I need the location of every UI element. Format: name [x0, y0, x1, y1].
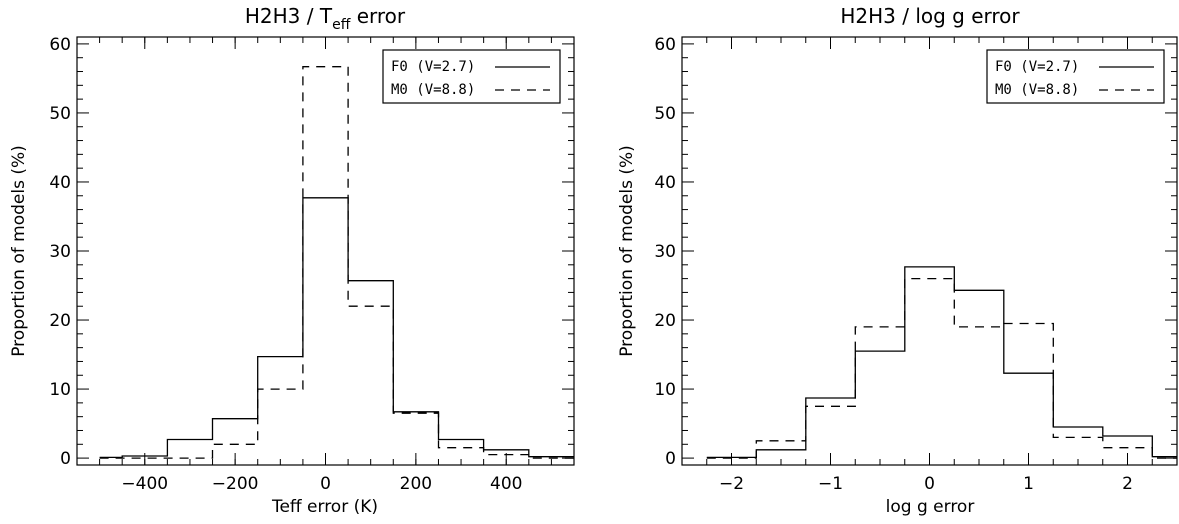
x-tick-label: −1 — [818, 474, 843, 494]
y-axis-label: Proportion of models (%) — [9, 145, 29, 357]
series-f0-histogram — [706, 266, 1177, 459]
x-tick-label: −400 — [121, 474, 168, 494]
x-tick-label: 2 — [1122, 474, 1133, 494]
x-tick-label: 200 — [400, 474, 432, 494]
x-tick-label: −2 — [719, 474, 744, 494]
legend: F0 (V=2.7) M0 (V=8.8) — [382, 49, 561, 104]
x-tick-label: 1 — [1023, 474, 1034, 494]
x-tick-label: 0 — [320, 474, 331, 494]
legend-box — [382, 49, 561, 104]
chart-title: H2H3 / Teff error — [245, 4, 406, 33]
y-tick-label: 30 — [49, 242, 71, 262]
teff-error-chart: H2H3 / Teff error 0 10 20 30 40 50 60 −400 −200… — [9, 4, 575, 517]
y-tick-label: 40 — [49, 173, 71, 193]
legend-box — [986, 49, 1165, 104]
legend-entry-m0: M0 (V=8.8) — [391, 82, 475, 98]
plot-frame — [76, 36, 575, 466]
y-tick-label: 10 — [49, 380, 71, 400]
y-tick-label: 10 — [654, 380, 676, 400]
plot-frame — [681, 36, 1178, 466]
y-tick-label: 60 — [654, 35, 676, 55]
legend: F0 (V=2.7) M0 (V=8.8) — [986, 49, 1165, 104]
legend-entry-m0: M0 (V=8.8) — [995, 82, 1079, 98]
x-tick-label: 0 — [924, 474, 935, 494]
x-axis-label: Teff error (K) — [271, 497, 378, 517]
x-tick-label: 400 — [490, 474, 522, 494]
y-tick-label: 0 — [665, 449, 676, 469]
chart-title: H2H3 / log g error — [840, 4, 1020, 28]
series-m0-histogram — [706, 277, 1177, 459]
legend-entry-f0: F0 (V=2.7) — [995, 59, 1079, 75]
y-axis-label: Proportion of models (%) — [617, 145, 637, 357]
logg-error-chart: H2H3 / log g error 0 10 20 30 40 50 60 −2 −1 0 1 2… — [617, 4, 1178, 517]
y-tick-label: 40 — [654, 173, 676, 193]
legend-entry-f0: F0 (V=2.7) — [391, 59, 475, 75]
y-tick-label: 60 — [49, 35, 71, 55]
y-tick-label: 50 — [654, 104, 676, 124]
x-tick-label: −200 — [212, 474, 259, 494]
series-f0-histogram — [99, 197, 574, 459]
series-m0-histogram — [99, 66, 574, 459]
y-tick-label: 20 — [654, 311, 676, 331]
y-tick-label: 50 — [49, 104, 71, 124]
y-tick-label: 0 — [60, 449, 71, 469]
y-tick-label: 30 — [654, 242, 676, 262]
x-axis-label: log g error — [886, 497, 975, 517]
y-tick-label: 20 — [49, 311, 71, 331]
